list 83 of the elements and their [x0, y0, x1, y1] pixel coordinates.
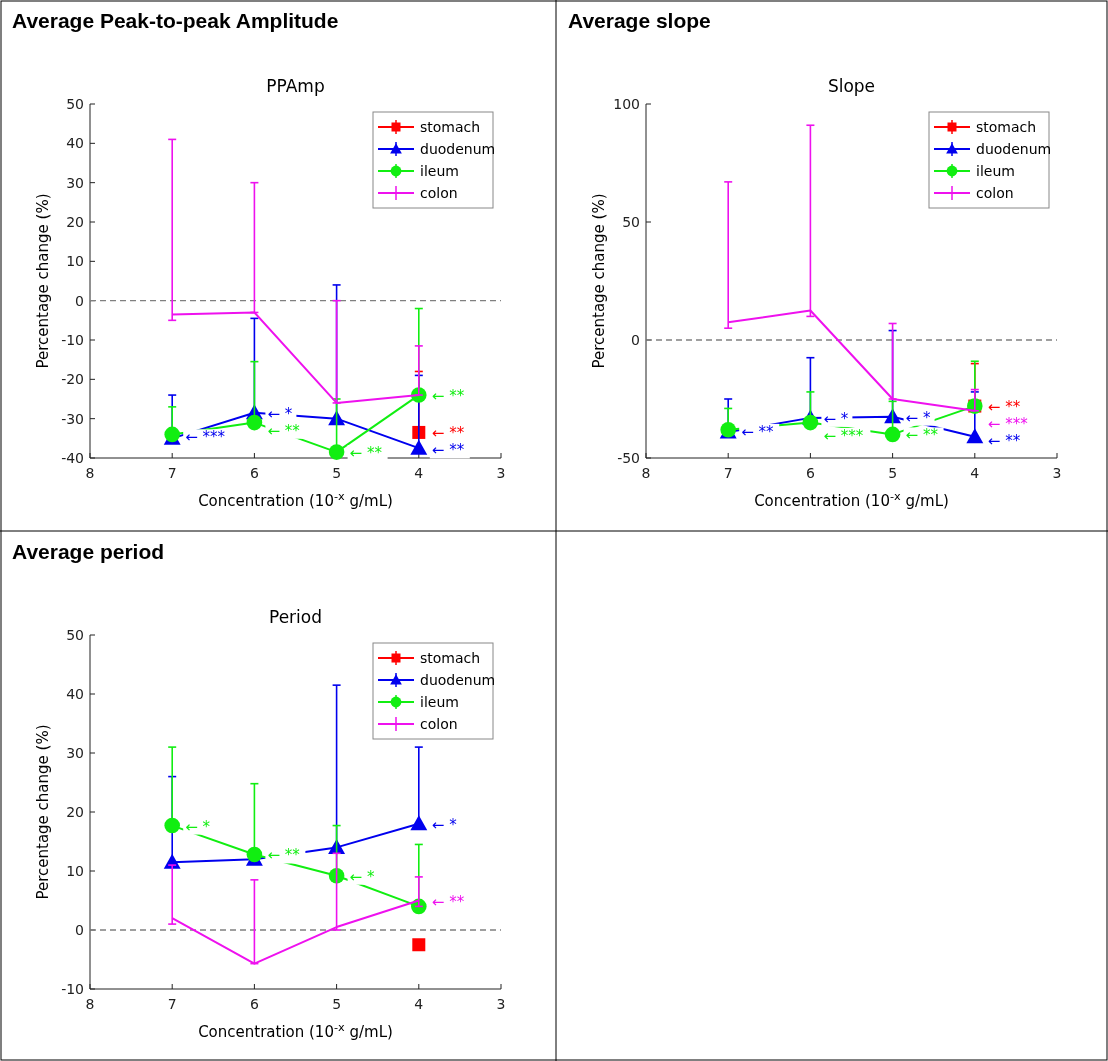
- x-tick-label: 6: [249, 996, 259, 1012]
- x-tick-label: 5: [332, 465, 342, 481]
- legend-label: duodenum: [420, 672, 496, 688]
- chart-subtitle: PPAmp: [266, 76, 325, 96]
- y-tick-label: 0: [75, 292, 84, 309]
- x-axis-title: Concentration (10$^{-x}$ g/mL): [754, 489, 949, 510]
- annotation: ← **: [987, 398, 1021, 417]
- annotation: ← **: [741, 422, 775, 441]
- x-tick-label: 3: [496, 996, 506, 1012]
- y-tick-label: -20: [61, 371, 84, 388]
- annotation: ← **: [267, 421, 301, 440]
- chart-subtitle: Period: [268, 607, 323, 627]
- annotation: ← **: [431, 441, 465, 460]
- annotation: ← *: [823, 409, 849, 428]
- y-tick-label: 50: [66, 627, 84, 643]
- y-tick-label: 30: [66, 174, 84, 191]
- legend-label: colon: [420, 185, 458, 201]
- x-tick-label: 8: [85, 996, 95, 1012]
- y-tick-label: 0: [75, 922, 84, 938]
- x-tick-label: 3: [496, 465, 506, 481]
- chart-subtitle: Slope: [827, 76, 876, 96]
- y-tick-label: 10: [66, 863, 84, 879]
- x-tick-label: 7: [167, 465, 177, 481]
- y-tick-label: 50: [66, 96, 84, 112]
- annotation: ← ***: [987, 415, 1029, 434]
- chart-title: Average Peak-to-peak Amplitude: [12, 9, 339, 32]
- y-axis-title: Percentage change (%): [34, 724, 52, 900]
- annotation: ← *: [267, 404, 293, 423]
- legend-label: stomach: [976, 119, 1037, 135]
- legend-label: ileum: [420, 694, 459, 710]
- y-axis-title: Percentage change (%): [34, 193, 52, 369]
- x-tick-label: 4: [414, 996, 424, 1012]
- annotation: ← **: [349, 444, 383, 463]
- y-tick-label: 40: [66, 135, 84, 152]
- annotation: ← **: [987, 432, 1021, 451]
- x-axis-title: Concentration (10$^{-x}$ g/mL): [198, 1020, 393, 1041]
- y-tick-label: 20: [66, 214, 84, 230]
- x-tick-label: 6: [805, 465, 815, 481]
- annotation: ← **: [431, 424, 465, 443]
- x-axis-title: Concentration (10$^{-x}$ g/mL): [198, 489, 393, 510]
- y-tick-label: -40: [61, 450, 84, 466]
- annotation: ← *: [431, 815, 458, 834]
- x-tick-label: 8: [641, 465, 651, 481]
- y-tick-label: 40: [66, 686, 84, 702]
- x-tick-label: 5: [332, 996, 342, 1012]
- annotation: ← *: [905, 408, 931, 427]
- y-tick-label: -50: [617, 450, 640, 466]
- annotation: ← *: [349, 867, 375, 886]
- y-tick-label: 20: [66, 804, 84, 820]
- legend-label: stomach: [420, 119, 481, 135]
- x-tick-label: 4: [414, 465, 424, 481]
- y-tick-label: -30: [61, 410, 84, 427]
- y-axis-title: Percentage change (%): [590, 193, 608, 369]
- annotation: ← **: [905, 426, 939, 445]
- x-tick-label: 8: [85, 465, 95, 481]
- annotation: ← *: [185, 817, 211, 836]
- y-tick-label: 100: [613, 96, 640, 112]
- y-tick-label: -10: [61, 981, 84, 997]
- annotation: ← **: [431, 892, 465, 911]
- legend-label: duodenum: [420, 141, 496, 157]
- x-tick-label: 4: [970, 465, 980, 481]
- y-tick-label: 50: [622, 214, 640, 230]
- annotation: ← **: [431, 387, 465, 406]
- legend-label: stomach: [420, 650, 481, 666]
- legend-label: colon: [976, 185, 1014, 201]
- x-tick-label: 5: [888, 465, 898, 481]
- x-tick-label: 6: [249, 465, 259, 481]
- legend-label: colon: [420, 716, 458, 732]
- legend-label: ileum: [976, 163, 1015, 179]
- chart-title: Average period: [12, 540, 165, 563]
- annotation: ← ***: [185, 428, 226, 447]
- y-tick-label: -10: [61, 332, 84, 348]
- y-tick-label: 10: [66, 253, 84, 270]
- x-tick-label: 7: [167, 996, 177, 1012]
- y-tick-label: 0: [631, 332, 640, 348]
- annotation: ← **: [267, 846, 301, 865]
- x-tick-label: 3: [1052, 465, 1062, 481]
- legend-label: ileum: [420, 163, 459, 179]
- annotation: ← ***: [823, 426, 864, 445]
- y-tick-label: 30: [66, 745, 84, 761]
- legend-label: duodenum: [976, 141, 1052, 157]
- x-tick-label: 7: [723, 465, 733, 481]
- chart-title: Average slope: [568, 9, 711, 32]
